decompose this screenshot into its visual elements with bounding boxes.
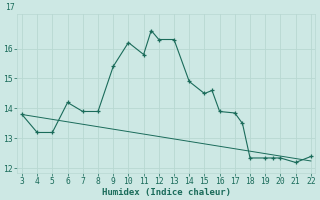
Text: 17: 17 — [5, 3, 14, 12]
X-axis label: Humidex (Indice chaleur): Humidex (Indice chaleur) — [102, 188, 231, 197]
